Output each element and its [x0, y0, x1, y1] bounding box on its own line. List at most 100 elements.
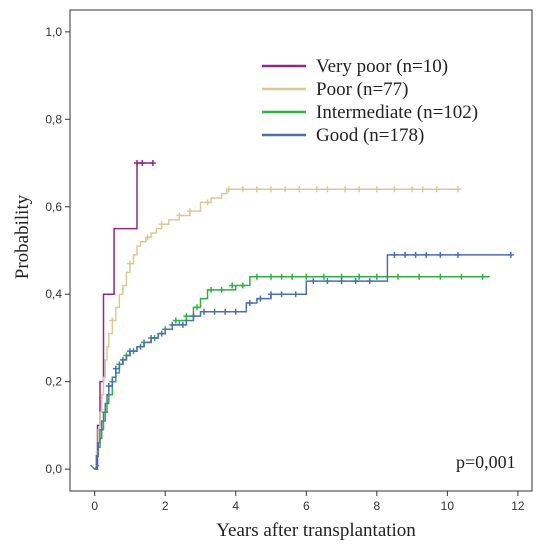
censor-mark: [366, 278, 373, 285]
censor-mark: [394, 273, 401, 280]
x-tick-label: 2: [162, 499, 169, 513]
censor-mark: [148, 334, 155, 341]
y-tick-label: 0,4: [45, 287, 62, 301]
censor-mark: [172, 317, 179, 324]
censor-mark: [179, 321, 186, 328]
censor-mark: [139, 160, 146, 167]
x-tick-label: 6: [303, 499, 310, 513]
censor-mark: [373, 186, 380, 193]
censor-mark: [268, 273, 275, 280]
censor-mark: [373, 273, 380, 280]
censor-mark: [137, 343, 144, 350]
y-axis: 0,0 0,2 0,4 0,6 0,8 1,0: [45, 25, 70, 476]
censor-mark: [458, 273, 465, 280]
censor-mark: [356, 273, 363, 280]
y-tick-label: 0,2: [45, 375, 62, 389]
censor-mark: [338, 278, 345, 285]
y-axis-title: Probability: [12, 194, 33, 279]
censor-mark: [292, 291, 299, 298]
censor-mark: [232, 308, 239, 315]
y-tick-label: 1,0: [45, 25, 62, 39]
y-tick-label: 0,8: [45, 112, 62, 126]
censor-mark: [433, 186, 440, 193]
censor-mark: [126, 348, 133, 355]
x-tick-label: 10: [441, 499, 455, 513]
censor-mark: [278, 291, 285, 298]
series-layer: [90, 160, 514, 470]
p-value-annotation: p=0,001: [456, 452, 516, 472]
censor-mark: [423, 251, 430, 258]
censor-mark: [454, 251, 461, 258]
legend: Very poor (n=10)Poor (n=77)Intermediate …: [262, 56, 478, 146]
censor-mark: [109, 317, 116, 324]
censor-mark: [211, 308, 218, 315]
y-tick-label: 0,0: [45, 462, 62, 476]
censor-mark: [193, 304, 200, 311]
censor-mark: [105, 383, 112, 390]
censor-mark: [356, 186, 363, 193]
censor-mark: [112, 365, 119, 372]
censor-mark: [303, 273, 310, 280]
censor-mark: [391, 251, 398, 258]
censor-mark: [412, 251, 419, 258]
series-1: [90, 186, 462, 470]
origin-marker: [90, 464, 100, 470]
censor-mark: [342, 186, 349, 193]
legend-label: Intermediate (n=102): [316, 102, 478, 123]
censor-mark: [268, 291, 275, 298]
censor-mark: [324, 278, 331, 285]
censor-mark: [246, 299, 253, 306]
censor-mark: [126, 260, 133, 267]
censor-mark: [176, 212, 183, 219]
censor-mark: [268, 186, 275, 193]
censor-mark: [186, 208, 193, 215]
x-axis: 0 2 4 6 8 10 12: [91, 491, 525, 513]
censor-mark: [190, 313, 197, 320]
censor-mark: [119, 356, 126, 363]
censor-mark: [158, 330, 165, 337]
censor-mark: [225, 186, 232, 193]
censor-mark: [282, 186, 289, 193]
y-tick-label: 0,6: [45, 200, 62, 214]
censor-mark: [149, 160, 156, 167]
censor-mark: [169, 321, 176, 328]
censor-mark: [409, 186, 416, 193]
censor-mark: [218, 286, 225, 293]
censor-mark: [419, 186, 426, 193]
censor-mark: [437, 251, 444, 258]
x-axis-title: Years after transplantation: [216, 520, 416, 541]
series-line: [94, 162, 153, 470]
legend-label: Good (n=178): [316, 125, 424, 146]
plot-area: [69, 9, 533, 492]
censor-mark: [313, 186, 320, 193]
censor-mark: [507, 251, 514, 258]
censor-mark: [296, 186, 303, 193]
censor-mark: [257, 295, 264, 302]
censor-mark: [229, 282, 236, 289]
censor-mark: [391, 186, 398, 193]
legend-label: Very poor (n=10): [316, 56, 448, 77]
series-3: [90, 251, 514, 470]
censor-mark: [454, 186, 461, 193]
censor-mark: [239, 282, 246, 289]
censor-mark: [278, 273, 285, 280]
censor-mark: [437, 273, 444, 280]
x-tick-label: 4: [232, 499, 239, 513]
censor-mark: [253, 186, 260, 193]
censor-mark: [352, 278, 359, 285]
censor-mark: [320, 273, 327, 280]
x-tick-label: 0: [91, 499, 98, 513]
censor-mark: [479, 273, 486, 280]
censor-mark: [324, 186, 331, 193]
censor-mark: [416, 273, 423, 280]
x-tick-label: 12: [511, 499, 525, 513]
x-tick-label: 8: [373, 499, 380, 513]
censor-mark: [204, 199, 211, 206]
censor-mark: [144, 234, 151, 241]
censor-mark: [289, 273, 296, 280]
censor-mark: [310, 278, 317, 285]
censor-mark: [222, 308, 229, 315]
censor-mark: [158, 221, 165, 228]
censor-mark: [201, 308, 208, 315]
